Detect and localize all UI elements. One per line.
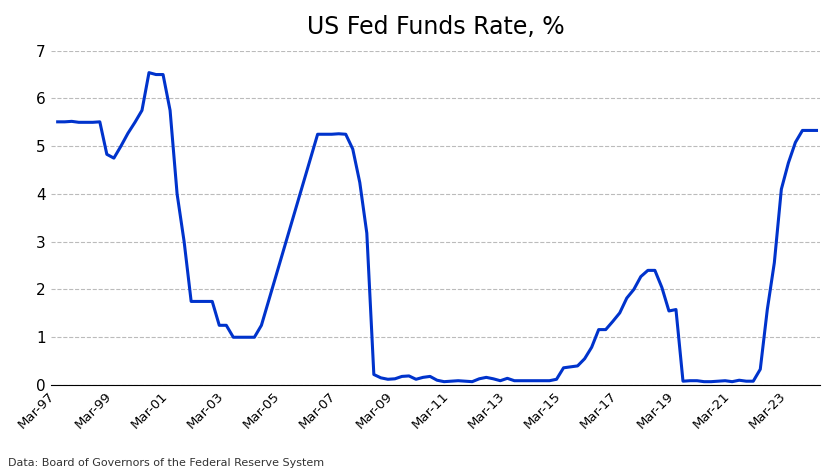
Text: Data: Board of Governors of the Federal Reserve System: Data: Board of Governors of the Federal … [8, 458, 325, 468]
Text: FxPro: FxPro [95, 201, 170, 225]
Text: Trade Like a Pro: Trade Like a Pro [80, 272, 185, 285]
Title: US Fed Funds Rate, %: US Fed Funds Rate, % [306, 15, 564, 39]
